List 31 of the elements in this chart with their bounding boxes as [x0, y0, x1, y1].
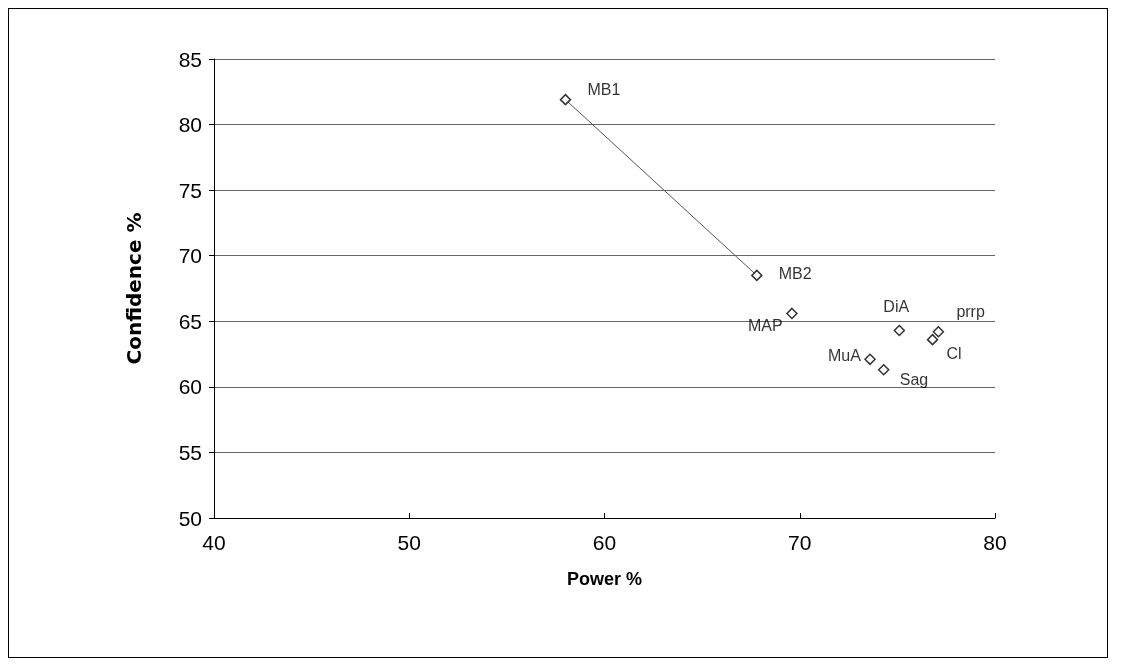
- point: [786, 307, 798, 320]
- y-tick-label: 55: [178, 440, 202, 464]
- y-tick-label: 60: [178, 375, 202, 399]
- y-tick-label: 70: [178, 244, 202, 268]
- y-tick-label: 75: [178, 178, 202, 202]
- y-tick-label: 80: [178, 113, 202, 137]
- x-tick-label: 80: [983, 531, 1007, 554]
- x-tick-label: 40: [202, 531, 226, 554]
- x-tick-label: 50: [397, 531, 421, 554]
- x-axis-title: Power %: [566, 569, 643, 589]
- annotation: Cl: [946, 345, 962, 363]
- annotation: MuA: [828, 346, 862, 364]
- annotation: prrp: [956, 303, 985, 321]
- y-tick-label: 50: [178, 506, 202, 530]
- x-tick-label: 70: [788, 531, 812, 554]
- y-axis-title: Confidence %: [122, 212, 146, 365]
- point: [932, 326, 945, 338]
- point: [893, 324, 906, 337]
- annotation: MAP: [747, 316, 783, 334]
- point: [877, 364, 890, 376]
- annotation: MB2: [778, 264, 812, 282]
- annotation: MB1: [587, 81, 621, 99]
- annotation: DiA: [883, 297, 910, 315]
- point: [751, 269, 763, 282]
- annotation: Sag: [899, 371, 929, 389]
- point: [926, 333, 939, 346]
- y-tick-label: 85: [178, 47, 202, 71]
- point: [559, 93, 572, 106]
- point: [864, 353, 876, 366]
- y-tick-label: 65: [178, 309, 202, 333]
- x-tick-label: 60: [592, 531, 617, 554]
